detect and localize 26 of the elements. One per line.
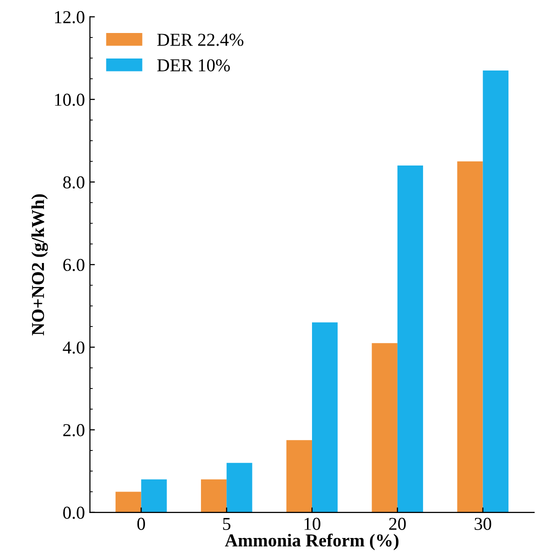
y-tick-label: 0.0 xyxy=(63,506,84,519)
x-tick-label: 5 xyxy=(223,518,230,530)
y-tick-label: 4.0 xyxy=(62,341,84,354)
bar xyxy=(372,343,398,512)
y-axis-title: NO+NO2 (g/kWh) xyxy=(31,194,48,336)
x-tick-label: 0 xyxy=(137,518,145,530)
legend-label: DER 10% xyxy=(157,59,230,72)
bar xyxy=(286,440,312,512)
bar xyxy=(116,492,142,512)
bar xyxy=(482,70,508,512)
x-axis-title: Ammonia Reform (%) xyxy=(224,534,398,550)
y-tick-label: 2.0 xyxy=(63,424,84,436)
y-tick-label: 8.0 xyxy=(63,176,84,189)
bar xyxy=(312,322,338,512)
bar xyxy=(457,161,483,512)
bar xyxy=(141,479,167,512)
x-tick-label: 20 xyxy=(389,518,406,530)
y-tick-label: 12.0 xyxy=(55,11,84,24)
bar xyxy=(397,165,424,512)
y-tick-label: 6.0 xyxy=(63,258,84,272)
legend-label: DER 22.4% xyxy=(157,34,244,46)
bar xyxy=(200,479,227,512)
bar xyxy=(226,462,252,512)
x-tick-label: 10 xyxy=(304,518,320,530)
x-tick-label: 30 xyxy=(474,518,492,530)
y-tick-label: 10.0 xyxy=(55,94,84,106)
